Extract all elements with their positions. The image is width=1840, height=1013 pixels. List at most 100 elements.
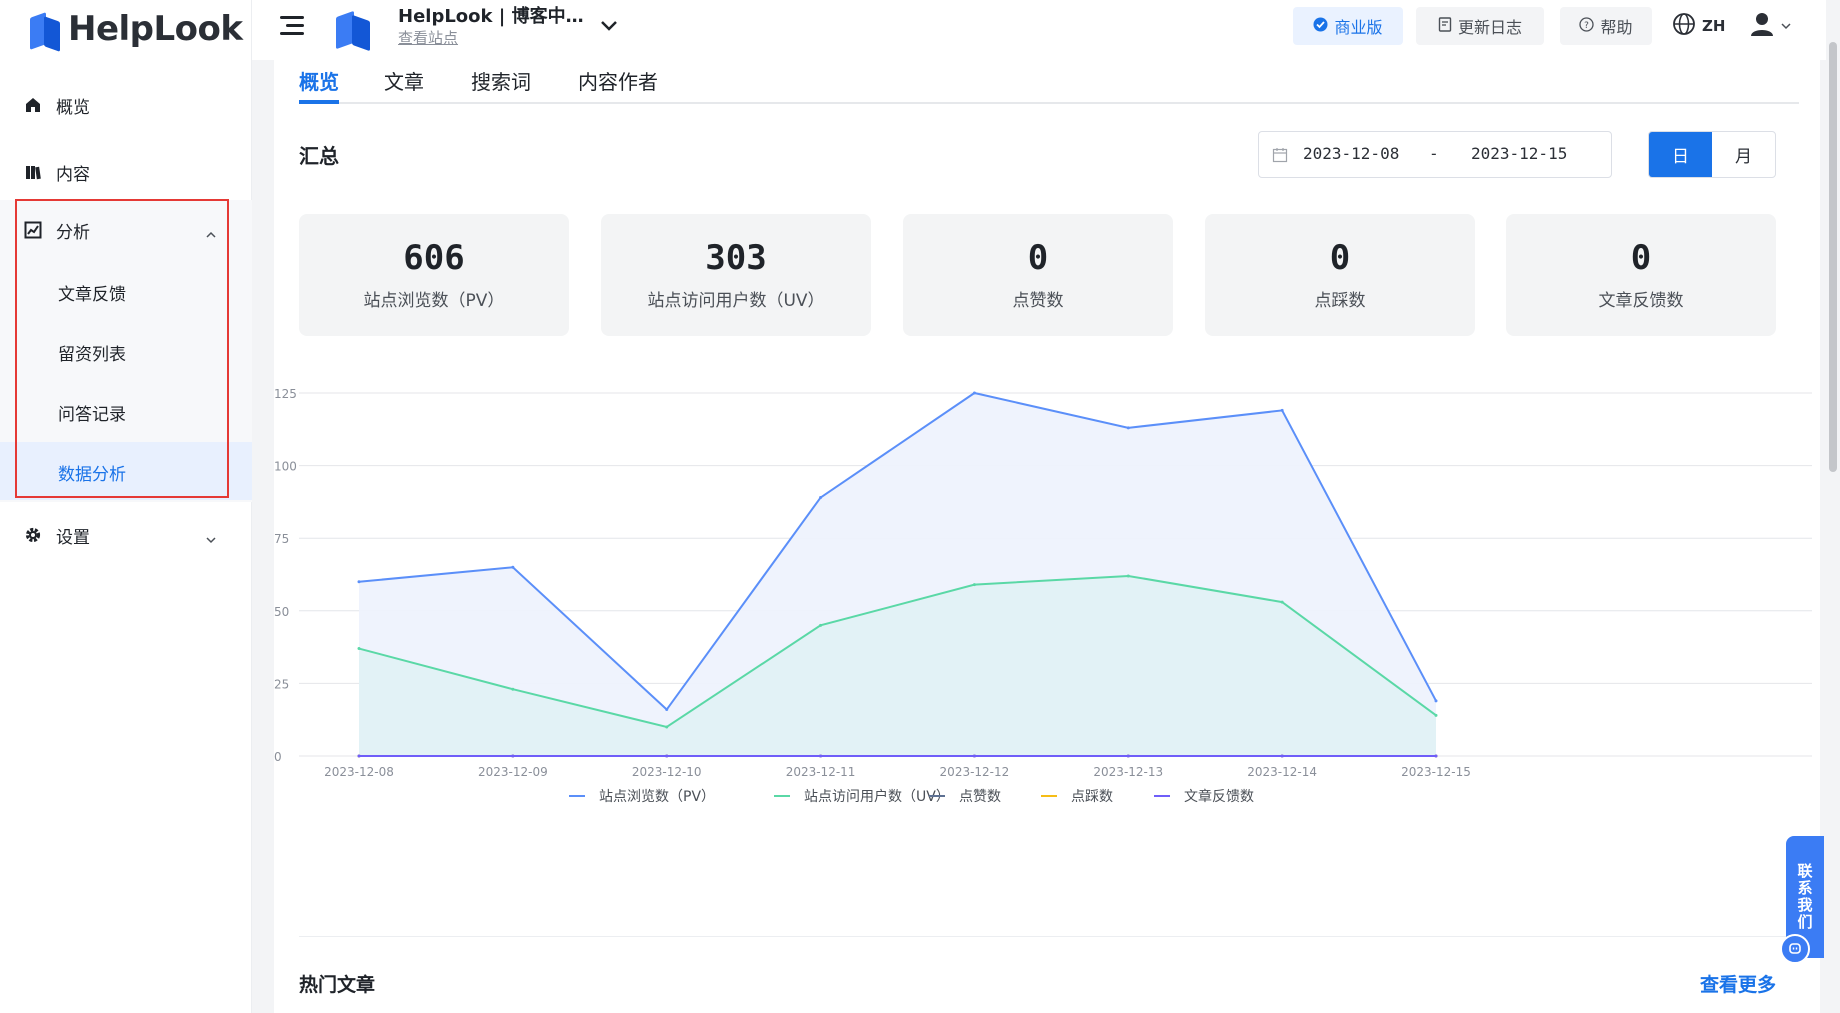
tab-overview[interactable]: 概览 — [299, 70, 339, 94]
data-point — [1280, 754, 1284, 758]
business-plan-button[interactable]: 商业版 — [1293, 7, 1403, 45]
sidebar-item-overview[interactable]: 概览 — [0, 80, 252, 130]
changelog-label: 更新日志 — [1457, 18, 1522, 37]
chevron-down-icon — [206, 530, 216, 544]
helplook-logo-icon — [30, 9, 60, 52]
x-tick-label: 2023-12-15 — [1401, 765, 1471, 779]
sidebar-subitem-label: 问答记录 — [58, 405, 126, 425]
data-point — [511, 565, 515, 569]
start-date[interactable]: 2023-12-08 — [1303, 144, 1400, 163]
y-tick-label: 75 — [274, 532, 289, 546]
language-label: ZH — [1702, 17, 1726, 35]
scrollbar-thumb[interactable] — [1829, 42, 1837, 472]
end-date[interactable]: 2023-12-15 — [1471, 144, 1568, 163]
sidebar-item-content[interactable]: 内容 — [0, 147, 252, 197]
stat-card-feedback: 0 文章反馈数 — [1506, 214, 1776, 336]
sidebar-subitem-data-analysis[interactable]: 数据分析 — [0, 442, 252, 500]
active-tab-indicator — [299, 100, 339, 104]
series-line — [358, 391, 1437, 712]
sidebar-subitem-label: 留资列表 — [58, 345, 126, 365]
sidebar-subitem-qa-records[interactable]: 问答记录 — [0, 382, 252, 440]
summary-title: 汇总 — [299, 144, 339, 168]
stat-value: 0 — [1329, 238, 1351, 278]
data-point — [1126, 754, 1130, 758]
granularity-day-button[interactable]: 日 — [1649, 132, 1712, 177]
stat-label: 站点访问用户数（UV） — [647, 291, 825, 311]
x-tick-label: 2023-12-14 — [1247, 765, 1317, 779]
legend-label: 点赞数 — [959, 789, 1001, 805]
y-tick-label: 0 — [274, 750, 282, 764]
svg-text:?: ? — [1585, 21, 1590, 31]
data-point — [819, 754, 823, 758]
view-site-link[interactable]: 查看站点 — [398, 29, 459, 47]
sidebar-item-label: 概览 — [56, 97, 90, 118]
data-point — [665, 754, 669, 758]
sidebar-item-label: 设置 — [56, 527, 90, 548]
data-point — [1434, 754, 1438, 758]
data-point — [1280, 600, 1284, 604]
data-point — [1126, 574, 1130, 578]
stat-value: 0 — [1630, 238, 1652, 278]
sidebar-subitem-article-feedback[interactable]: 文章反馈 — [0, 262, 252, 320]
check-circle-icon — [1313, 17, 1328, 36]
granularity-toggle: 日 月 — [1648, 131, 1776, 178]
y-tick-label: 50 — [274, 605, 289, 619]
x-tick-label: 2023-12-09 — [478, 765, 548, 779]
changelog-button[interactable]: 更新日志 — [1416, 7, 1544, 45]
data-point — [972, 391, 976, 395]
view-more-link[interactable]: 查看更多 — [1700, 974, 1777, 996]
business-plan-label: 商业版 — [1334, 18, 1383, 37]
legend-label: 点踩数 — [1071, 789, 1113, 805]
chat-bubble-icon[interactable] — [1780, 934, 1810, 964]
y-tick-label: 125 — [274, 387, 297, 401]
main-content: 概览 文章 搜索词 内容作者 汇总 2023-12-08 - 2023-12-1… — [274, 58, 1820, 1013]
sidebar-subitem-label: 数据分析 — [58, 465, 126, 485]
chevron-down-icon — [1780, 17, 1792, 36]
stat-value: 303 — [705, 238, 767, 278]
question-circle-icon: ? — [1579, 16, 1595, 36]
top-header: HelpLook | 博客中… 查看站点 商业版 更新日志 ? 帮助 — [252, 0, 1840, 60]
stat-label: 点踩数 — [1314, 291, 1366, 311]
stat-card-likes: 0 点赞数 — [903, 214, 1173, 336]
stat-card-dislikes: 0 点踩数 — [1205, 214, 1475, 336]
document-icon — [1438, 16, 1452, 36]
brand-name: HelpLook — [68, 9, 243, 49]
tab-authors[interactable]: 内容作者 — [578, 70, 658, 94]
stat-label: 站点浏览数（PV） — [363, 291, 505, 311]
language-switch[interactable]: ZH — [1672, 7, 1725, 45]
data-point — [511, 687, 515, 691]
data-point — [1280, 408, 1284, 412]
data-point — [357, 754, 361, 758]
book-icon — [24, 163, 42, 181]
data-point — [665, 725, 669, 729]
sidebar-item-settings[interactable]: 设置 — [0, 510, 252, 560]
stat-card-pv: 606 站点浏览数（PV） — [299, 214, 569, 336]
data-point — [1434, 699, 1438, 703]
site-switch-chevron-icon[interactable] — [598, 14, 620, 36]
chart-icon — [24, 221, 42, 239]
data-point — [1434, 713, 1438, 717]
legend-label: 站点访问用户数（UV） — [804, 788, 950, 805]
date-range-picker[interactable]: 2023-12-08 - 2023-12-15 — [1258, 131, 1612, 178]
sidebar-subitem-lead-list[interactable]: 留资列表 — [0, 322, 252, 380]
user-menu[interactable] — [1750, 10, 1792, 42]
tab-bar: 概览 文章 搜索词 内容作者 — [299, 58, 1799, 104]
page-scrollbar[interactable] — [1826, 0, 1840, 1013]
x-tick-label: 2023-12-10 — [632, 765, 702, 779]
tab-articles[interactable]: 文章 — [384, 70, 424, 94]
brand-logo[interactable]: HelpLook — [30, 4, 243, 54]
date-separator: - — [1429, 144, 1439, 163]
data-point — [357, 580, 361, 584]
granularity-month-button[interactable]: 月 — [1735, 147, 1752, 167]
data-point — [511, 754, 515, 758]
stat-label: 文章反馈数 — [1598, 291, 1684, 311]
sidebar-item-analysis[interactable]: 分析 — [0, 200, 252, 260]
site-name: HelpLook | 博客中… — [398, 6, 584, 27]
tab-search-terms[interactable]: 搜索词 — [471, 70, 531, 94]
help-button[interactable]: ? 帮助 — [1560, 7, 1652, 45]
sidebar-subitem-label: 文章反馈 — [58, 285, 126, 305]
trend-chart: 0 25 50 75 100 125 2023-12-08 2023-12-09 2023-12… — [274, 387, 1812, 805]
sidebar: HelpLook 概览 内容 分析 文章反馈 — [0, 0, 252, 1013]
menu-toggle-icon[interactable] — [280, 16, 304, 36]
